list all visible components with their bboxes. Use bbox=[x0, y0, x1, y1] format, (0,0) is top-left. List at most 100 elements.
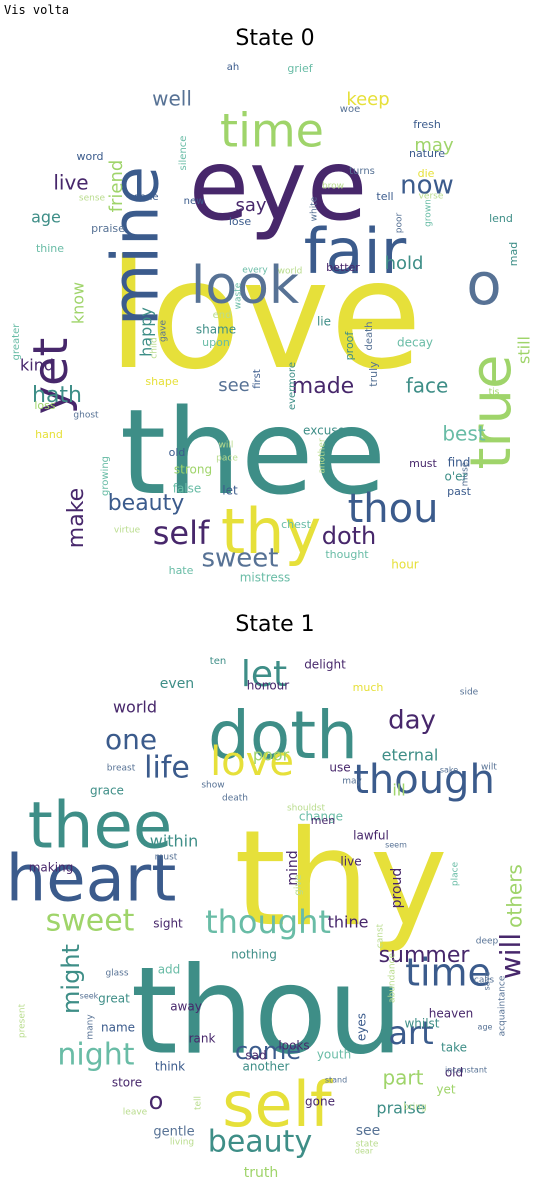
wordcloud-word: night bbox=[57, 1038, 134, 1073]
wordcloud-word: see bbox=[356, 1123, 381, 1139]
wordcloud-word: old bbox=[445, 1066, 463, 1080]
wordcloud-word: waste bbox=[234, 282, 244, 309]
wordcloud-word: evermore bbox=[287, 362, 298, 410]
wordcloud-word: o bbox=[466, 250, 502, 318]
wordcloud-word: bring bbox=[403, 1103, 426, 1113]
wordcloud-word: age bbox=[478, 1023, 493, 1032]
wordcloud-word: sweet bbox=[46, 904, 135, 939]
wordcloud-word: time bbox=[220, 104, 324, 158]
wordcloud-word: dear bbox=[355, 1147, 374, 1156]
wordcloud-word: change bbox=[299, 810, 343, 824]
wordcloud-word: eye bbox=[189, 129, 368, 243]
wordcloud-word: beauty bbox=[108, 491, 185, 516]
wordcloud-word: end bbox=[213, 310, 232, 321]
wordcloud-word: thought bbox=[325, 548, 369, 561]
wordcloud-word: heart bbox=[6, 843, 177, 917]
wordcloud-word: live bbox=[53, 171, 88, 195]
wordcloud-word: thine bbox=[328, 913, 369, 932]
wordcloud-word: chest bbox=[281, 518, 312, 531]
wordcloud-word: ah bbox=[227, 62, 239, 73]
wordcloud-word: thou bbox=[348, 486, 439, 532]
wordcloud-word: loss bbox=[34, 399, 56, 412]
wordcloud-word: store bbox=[112, 1076, 142, 1090]
wordcloud-word: doth bbox=[322, 522, 377, 550]
wordcloud-word: truly bbox=[367, 361, 380, 387]
wordcloud-word: thee bbox=[120, 383, 386, 521]
wordcloud-word: made bbox=[292, 374, 354, 399]
wordcloud-word: thee bbox=[28, 790, 172, 864]
wordcloud-word: abundance bbox=[388, 953, 398, 1004]
wordcloud-word: come bbox=[235, 1037, 301, 1065]
wordcloud-word: calls bbox=[474, 976, 494, 986]
wordcloud-word: upon bbox=[202, 336, 230, 349]
wordcloud-word: show bbox=[201, 781, 224, 791]
wordcloud-word: might bbox=[57, 944, 85, 1014]
wordcloud-word: seek bbox=[80, 992, 99, 1001]
wordcloud-word: world bbox=[113, 698, 157, 717]
wordcloud-word: shouldst bbox=[287, 804, 326, 814]
wordcloud-word: hour bbox=[391, 558, 419, 572]
wordcloud-word: tell bbox=[194, 1096, 204, 1110]
wordcloud-word: poor bbox=[395, 212, 405, 233]
wordcloud-word: delight bbox=[304, 658, 346, 672]
wordcloud-word: happy bbox=[137, 307, 156, 357]
wordcloud-word: poor bbox=[253, 746, 290, 765]
wordcloud-word: look bbox=[191, 256, 299, 316]
wordcloud-word: thy bbox=[221, 495, 321, 568]
wordcloud-word: sense bbox=[79, 194, 106, 204]
wordcloud-word: wilt bbox=[481, 763, 497, 773]
wordcloud-word: away bbox=[170, 1000, 202, 1014]
wordcloud-word: eyes bbox=[355, 1013, 369, 1041]
wordcloud-word: hand bbox=[35, 428, 63, 441]
wordcloud-word: well bbox=[152, 87, 192, 111]
panel-title-state-0: State 0 bbox=[235, 26, 315, 51]
wordcloud-word: verse bbox=[419, 192, 444, 202]
wordcloud-word: self bbox=[222, 1068, 334, 1141]
wordcloud-word: truth bbox=[244, 1165, 278, 1181]
wordcloud-word: beauty bbox=[208, 1125, 312, 1160]
wordcloud-word: praise bbox=[91, 222, 125, 235]
wordcloud-word: gone bbox=[305, 1095, 335, 1109]
wordcloud-word: old bbox=[169, 446, 186, 459]
wordcloud-word: word bbox=[76, 150, 103, 163]
wordcloud-word: let bbox=[241, 654, 287, 695]
wordcloud-word: live bbox=[340, 855, 361, 869]
wordcloud-word: tell bbox=[376, 190, 393, 203]
wordcloud-word: kind bbox=[20, 356, 54, 375]
wordcloud-word: shame bbox=[196, 323, 236, 337]
wordcloud-word: mad bbox=[507, 242, 520, 266]
wordcloud-word: make bbox=[64, 488, 89, 548]
wordcloud-word: may bbox=[342, 777, 362, 787]
wordcloud-word: lend bbox=[489, 212, 513, 225]
wordcloud-word: pace bbox=[216, 454, 238, 464]
wordcloud-word: find bbox=[448, 456, 471, 470]
wordcloud-word: lawful bbox=[353, 829, 389, 843]
wordcloud-word: true bbox=[459, 355, 524, 470]
wordcloud-word: keep bbox=[346, 89, 389, 110]
wordcloud-word: o bbox=[149, 1087, 164, 1115]
wordcloud-word: turns bbox=[349, 166, 375, 177]
wordcloud-word: even bbox=[160, 676, 194, 692]
wordcloud-word: use bbox=[329, 761, 350, 775]
wordcloud-word: present bbox=[18, 1003, 28, 1038]
wordcloud-word: inconstant bbox=[445, 1066, 487, 1075]
wordcloud-word: hate bbox=[169, 564, 194, 577]
wordcloud-word: yet bbox=[23, 338, 79, 415]
wordcloud-word: decay bbox=[397, 336, 433, 350]
wordcloud-word: face bbox=[406, 374, 449, 398]
wordcloud-word: youth bbox=[317, 1048, 351, 1062]
wordcloud-word: mistress bbox=[240, 571, 291, 585]
wordcloud-word: love bbox=[108, 229, 423, 403]
wordcloud-word: art bbox=[388, 1014, 433, 1052]
wordcloud-word: must bbox=[409, 457, 437, 470]
wordcloud-word: sad bbox=[245, 1049, 266, 1063]
wordcloud-word: time bbox=[405, 951, 491, 995]
wordcloud-word: know bbox=[69, 282, 88, 324]
wordcloud-word: thou bbox=[131, 943, 404, 1082]
wordcloud-word: canst bbox=[376, 923, 386, 948]
wordcloud-word: praise bbox=[376, 1099, 425, 1118]
panel-title-state-1: State 1 bbox=[235, 612, 315, 637]
wordcloud-word: nothing bbox=[231, 948, 277, 962]
